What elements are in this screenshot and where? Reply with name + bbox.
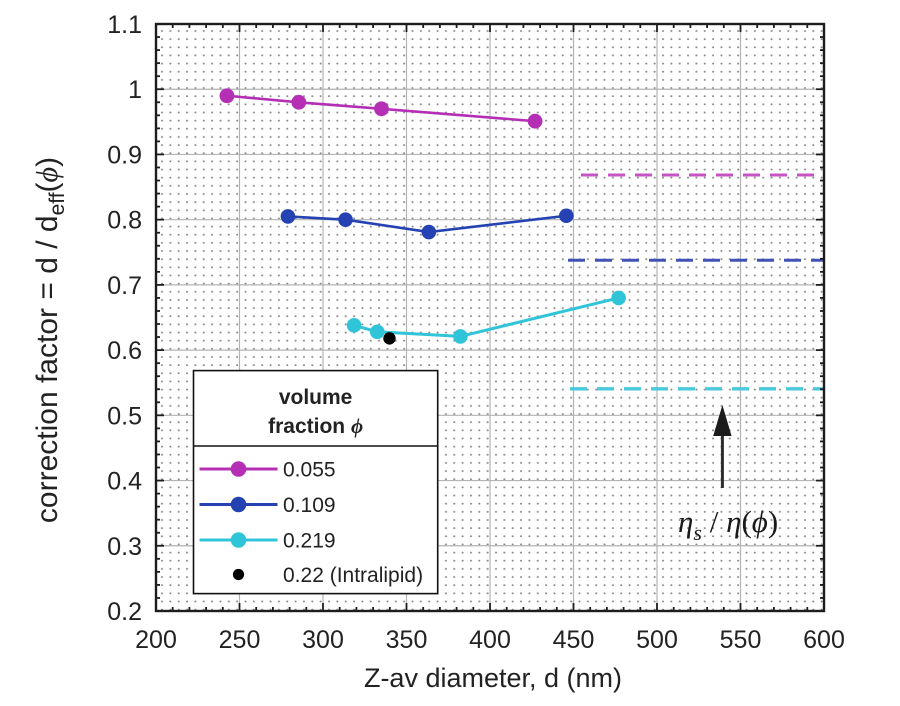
svg-text:550: 550 [720, 626, 762, 654]
svg-text:0.8: 0.8 [107, 207, 142, 235]
svg-text:300: 300 [302, 626, 344, 654]
svg-text:350: 350 [386, 626, 428, 654]
svg-text:correction factor = d / deff(ϕ: correction factor = d / deff(ϕ) [31, 157, 69, 523]
svg-text:0.9: 0.9 [107, 141, 142, 169]
svg-text:200: 200 [135, 626, 177, 654]
svg-text:500: 500 [636, 626, 678, 654]
svg-text:1: 1 [128, 76, 142, 104]
svg-text:400: 400 [469, 626, 511, 654]
svg-text:0.6: 0.6 [107, 337, 142, 365]
svg-text:0.109: 0.109 [283, 494, 336, 517]
svg-text:0.22 (Intralipid): 0.22 (Intralipid) [283, 564, 423, 587]
svg-text:0.4: 0.4 [107, 468, 142, 496]
svg-text:0.3: 0.3 [107, 533, 142, 561]
svg-text:250: 250 [219, 626, 261, 654]
svg-text:0.219: 0.219 [283, 530, 336, 553]
svg-text:450: 450 [553, 626, 595, 654]
svg-text:Z-av diameter, d (nm): Z-av diameter, d (nm) [364, 663, 622, 693]
svg-text:ηs / η(ϕ): ηs / η(ϕ) [678, 504, 778, 545]
svg-text:600: 600 [803, 626, 845, 654]
svg-text:0.7: 0.7 [107, 272, 142, 300]
svg-text:fraction ϕ: fraction ϕ [268, 414, 363, 438]
svg-text:0.2: 0.2 [107, 598, 142, 626]
svg-text:0.5: 0.5 [107, 402, 142, 430]
svg-text:volume: volume [279, 386, 353, 409]
svg-text:1.1: 1.1 [107, 11, 142, 39]
svg-text:0.055: 0.055 [283, 459, 336, 482]
